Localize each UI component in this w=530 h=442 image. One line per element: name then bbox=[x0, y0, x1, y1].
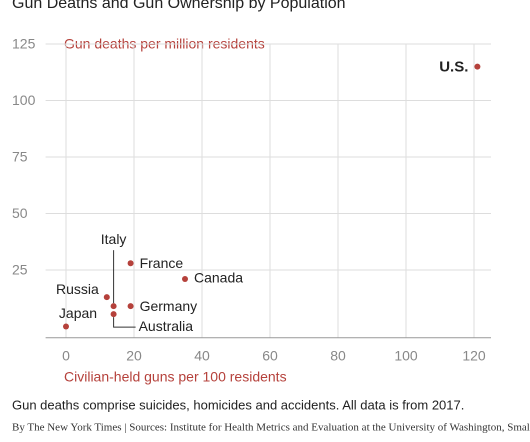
y-tick-label: 100 bbox=[12, 92, 36, 108]
x-tick-label: 80 bbox=[330, 348, 346, 364]
point bbox=[63, 323, 69, 330]
note: Gun deaths comprise suicides, homicides … bbox=[12, 397, 464, 412]
y-tick-label: 25 bbox=[12, 262, 28, 278]
point bbox=[127, 260, 134, 267]
source: By The New York Times | Sources: Institu… bbox=[12, 422, 530, 434]
x-tick-label: 20 bbox=[126, 348, 142, 364]
y-tick-label: 75 bbox=[12, 149, 28, 165]
point bbox=[474, 63, 481, 70]
point bbox=[110, 303, 117, 310]
point-label: Australia bbox=[139, 318, 194, 334]
x-tick-label: 40 bbox=[194, 348, 210, 364]
x-tick-label: 100 bbox=[394, 348, 418, 364]
point-label: Russia bbox=[56, 281, 99, 297]
leader-line bbox=[113, 317, 136, 328]
x-tick-label: 60 bbox=[262, 348, 278, 364]
x-tick-label: 120 bbox=[462, 348, 486, 364]
y-tick-label: 50 bbox=[12, 205, 28, 221]
point bbox=[182, 276, 188, 283]
point-label: France bbox=[140, 255, 184, 271]
point bbox=[103, 294, 110, 301]
y-tick-label: 125 bbox=[12, 36, 36, 52]
point bbox=[110, 311, 117, 318]
point-label: Italy bbox=[101, 231, 127, 247]
point-label: U.S. bbox=[439, 59, 468, 76]
x-tick-label: 0 bbox=[62, 348, 70, 364]
point-label: Canada bbox=[194, 270, 243, 286]
point bbox=[127, 303, 134, 310]
point-label: Japan bbox=[59, 305, 97, 321]
chart-title: Gun Deaths and Gun Ownership by Populati… bbox=[12, 0, 346, 12]
x-axis-title: Civilian-held guns per 100 residents bbox=[64, 369, 287, 385]
point-label: Germany bbox=[140, 298, 198, 314]
